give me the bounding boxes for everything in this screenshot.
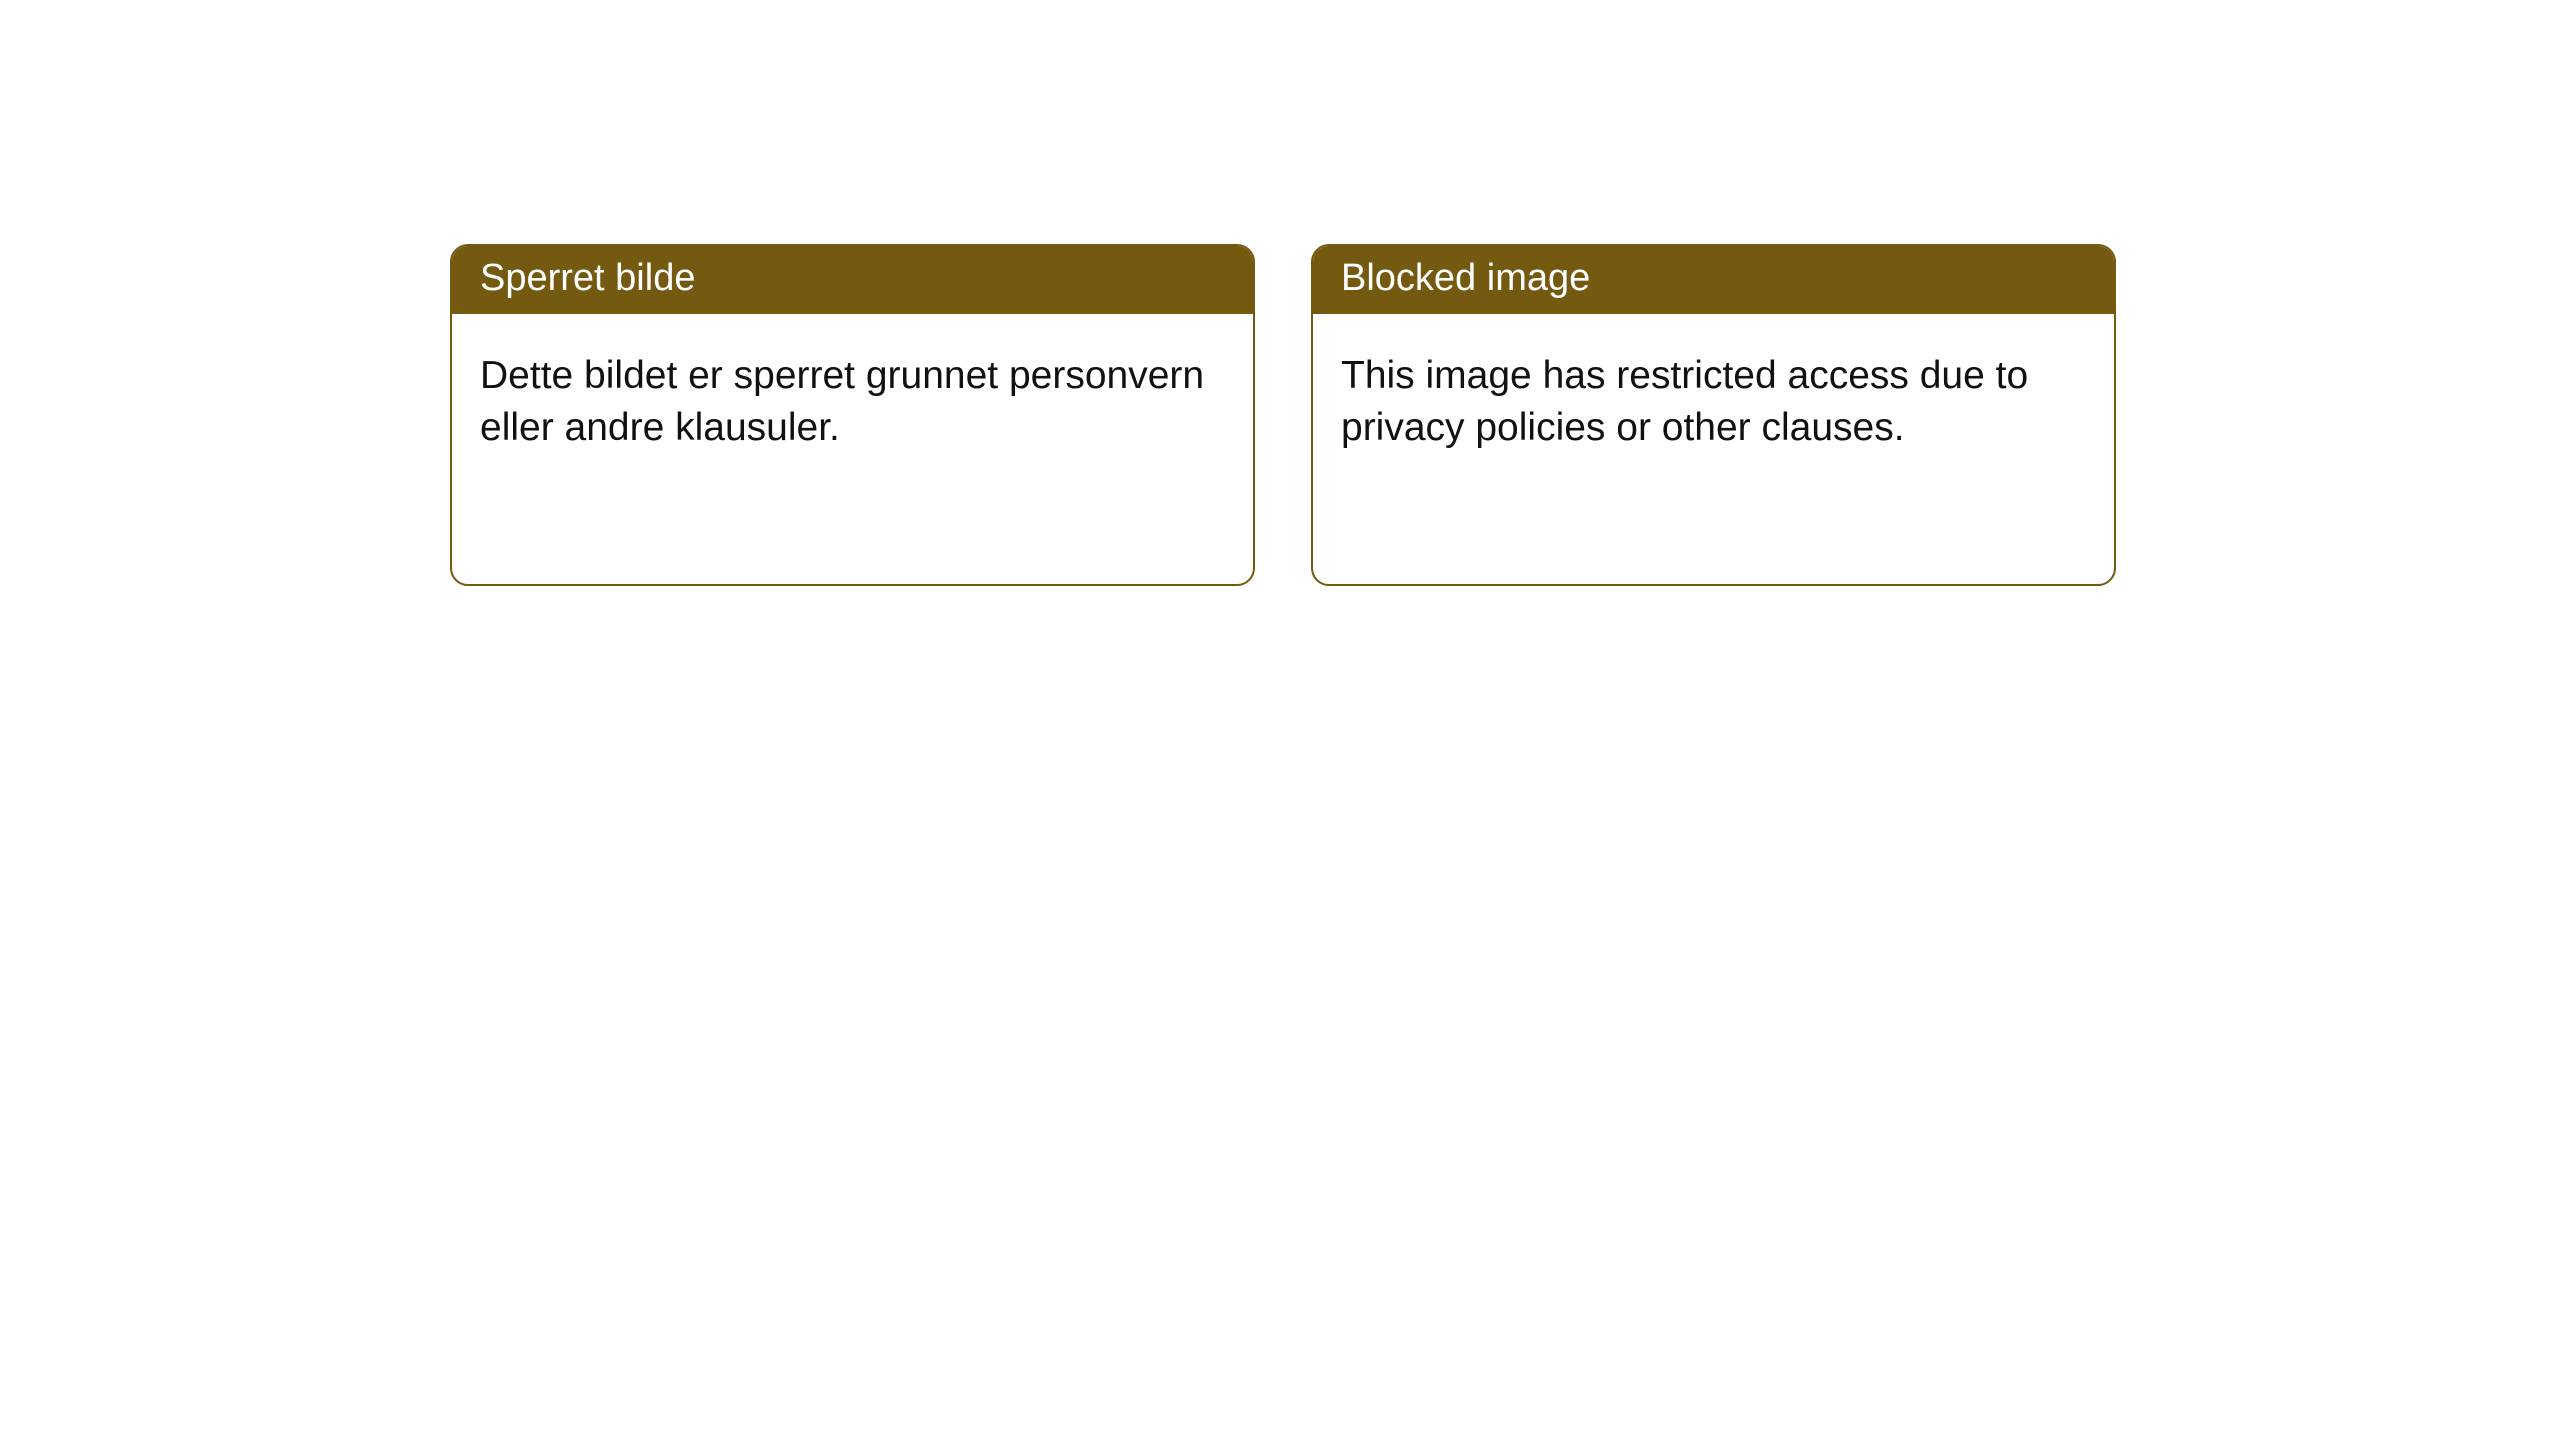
notice-body-english: This image has restricted access due to … — [1313, 314, 2114, 584]
notice-title-english: Blocked image — [1313, 246, 2114, 314]
notice-title-norwegian: Sperret bilde — [452, 246, 1253, 314]
notice-body-norwegian: Dette bildet er sperret grunnet personve… — [452, 314, 1253, 584]
notice-container: Sperret bilde Dette bildet er sperret gr… — [0, 0, 2560, 586]
notice-card-english: Blocked image This image has restricted … — [1311, 244, 2116, 586]
notice-card-norwegian: Sperret bilde Dette bildet er sperret gr… — [450, 244, 1255, 586]
